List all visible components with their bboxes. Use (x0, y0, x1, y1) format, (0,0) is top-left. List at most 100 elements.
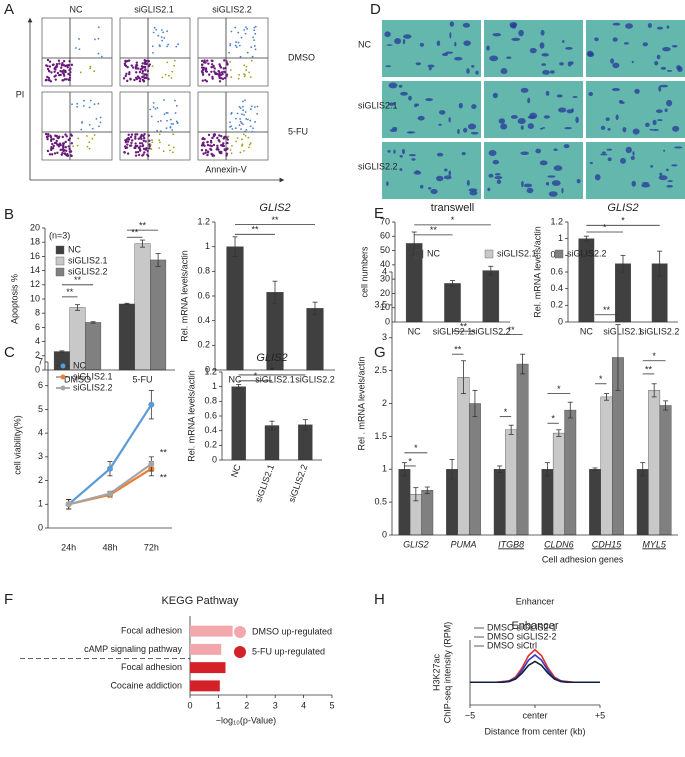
dot (250, 59, 253, 62)
cell-blob (540, 127, 543, 130)
panel-letter: A (4, 1, 14, 18)
dot (146, 149, 149, 153)
cell-blob (439, 110, 446, 115)
dot (207, 133, 211, 137)
dot (163, 113, 166, 116)
bar (589, 469, 601, 536)
cell-blob (539, 160, 548, 166)
dot (231, 144, 233, 147)
dot (173, 59, 176, 62)
dot (244, 134, 247, 137)
dot (99, 116, 102, 119)
dot (229, 61, 232, 63)
cell-blob (463, 40, 471, 46)
dot (132, 66, 135, 69)
cell-blob (558, 107, 567, 113)
x-tick-label: 72h (144, 542, 159, 552)
cell-blob (612, 37, 618, 42)
cell-blob (461, 152, 466, 156)
dot (122, 77, 126, 80)
cell-blob (601, 151, 606, 154)
bar (190, 625, 233, 637)
cell-blob (496, 179, 502, 185)
y-tick-label: 7 (38, 356, 43, 366)
dot (46, 67, 50, 71)
x-tick-label: 5 (329, 700, 334, 710)
cell-blob (408, 153, 416, 157)
bar (190, 643, 222, 655)
cell-blob (588, 91, 594, 97)
cell-blob (413, 170, 422, 175)
flow-ylabel: PI (16, 89, 25, 99)
dot (213, 67, 216, 70)
dot (94, 38, 96, 41)
dot (134, 133, 137, 136)
dot (130, 133, 134, 136)
bar (134, 243, 151, 371)
dot (210, 65, 213, 69)
dot (243, 149, 245, 152)
cell-blob (658, 175, 668, 181)
y-tick-label: 1 (558, 233, 563, 243)
dot (210, 59, 213, 62)
significance-label: * (557, 384, 561, 394)
panel-letter: D (370, 1, 381, 18)
dot (229, 43, 232, 45)
dot (201, 71, 204, 74)
dot (235, 41, 237, 43)
legend-label: DMSO up-regulated (252, 626, 332, 636)
bar (493, 469, 506, 536)
dot (67, 138, 70, 142)
dot (127, 59, 131, 62)
cell-blob (545, 90, 550, 96)
dot (46, 137, 49, 141)
dot (67, 63, 71, 67)
dot (144, 73, 148, 76)
dot (204, 149, 208, 152)
dot (229, 149, 232, 151)
legend-swatch (55, 245, 65, 255)
cell-blob (523, 183, 533, 188)
y-axis-label: cell viability(%) (12, 415, 22, 475)
cell-blob (553, 165, 563, 171)
dot (65, 78, 68, 81)
dot (97, 102, 100, 105)
dot (91, 127, 94, 130)
dot (71, 103, 73, 106)
dot (220, 151, 223, 155)
dot (206, 143, 210, 147)
dot (150, 115, 153, 118)
bar (226, 246, 244, 371)
y-axis-label: cell numbers (359, 246, 369, 298)
x-axis-label: −log₁₀(p-Value) (216, 715, 276, 725)
dot (54, 134, 57, 137)
y-tick-label: 1 (205, 241, 210, 251)
legend-label: DMSO siGLIS2-1 (487, 622, 557, 632)
bar (648, 390, 661, 536)
y-tick-label: 5 (38, 404, 43, 414)
cell-blob (671, 44, 678, 48)
dot (229, 44, 231, 47)
dot (141, 144, 145, 147)
y-tick-label: Focal adhesion (121, 626, 182, 636)
dot (251, 55, 254, 58)
dot (67, 72, 70, 76)
dot (46, 149, 50, 153)
dot (175, 104, 178, 107)
dot (240, 122, 243, 124)
y-tick-label: 0.8 (197, 266, 210, 276)
dot (53, 141, 57, 145)
dot (218, 134, 221, 137)
marker (65, 501, 72, 508)
chart-title: Enhancer (511, 620, 558, 632)
dot (142, 139, 145, 142)
dot (213, 133, 217, 137)
y-tick-label: 0 (558, 316, 563, 326)
dot (79, 71, 82, 74)
dot (61, 79, 64, 82)
dot (177, 43, 180, 46)
cell-blob (492, 33, 502, 37)
dot (151, 141, 154, 144)
bar (231, 386, 246, 461)
dot (88, 123, 91, 126)
